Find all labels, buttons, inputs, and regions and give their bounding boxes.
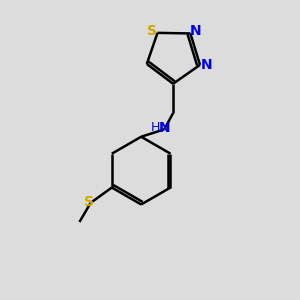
Text: H: H: [151, 122, 160, 134]
Text: N: N: [190, 24, 202, 38]
Text: S: S: [84, 195, 94, 209]
Text: N: N: [201, 58, 212, 72]
Text: N: N: [158, 121, 170, 135]
Text: S: S: [147, 23, 157, 38]
